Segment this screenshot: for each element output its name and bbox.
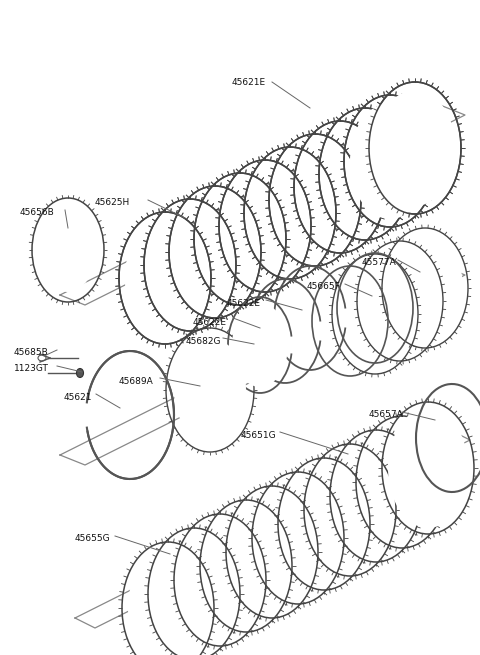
Ellipse shape <box>337 260 413 368</box>
Text: 45622E: 45622E <box>227 299 261 308</box>
Ellipse shape <box>341 258 409 358</box>
Text: 45625H: 45625H <box>95 198 130 207</box>
Ellipse shape <box>325 116 405 232</box>
Ellipse shape <box>200 181 280 297</box>
Ellipse shape <box>175 194 255 310</box>
Ellipse shape <box>375 90 455 206</box>
Ellipse shape <box>258 478 338 598</box>
Ellipse shape <box>125 220 205 336</box>
Ellipse shape <box>336 436 416 556</box>
Text: 45577A: 45577A <box>362 258 397 267</box>
Text: 45665F: 45665F <box>307 282 341 291</box>
Ellipse shape <box>232 492 312 612</box>
Ellipse shape <box>40 208 96 292</box>
Text: 45682G: 45682G <box>186 337 221 346</box>
Ellipse shape <box>128 548 208 655</box>
Ellipse shape <box>284 464 364 584</box>
Ellipse shape <box>154 534 234 654</box>
Ellipse shape <box>310 450 390 570</box>
Ellipse shape <box>350 103 430 219</box>
Ellipse shape <box>350 103 430 219</box>
Ellipse shape <box>175 194 255 310</box>
Ellipse shape <box>300 129 380 245</box>
Ellipse shape <box>225 168 305 284</box>
Ellipse shape <box>180 520 260 640</box>
Text: 45651G: 45651G <box>241 431 276 440</box>
Ellipse shape <box>387 234 463 342</box>
Ellipse shape <box>362 422 442 542</box>
Text: 45689A: 45689A <box>119 377 154 386</box>
Text: 45655G: 45655G <box>75 534 110 543</box>
Ellipse shape <box>250 155 330 271</box>
Text: 45622E: 45622E <box>193 318 227 327</box>
Ellipse shape <box>250 155 330 271</box>
Ellipse shape <box>300 129 380 245</box>
Text: 45656B: 45656B <box>20 208 55 217</box>
Ellipse shape <box>150 207 230 323</box>
Ellipse shape <box>200 181 280 297</box>
Ellipse shape <box>316 271 384 371</box>
Ellipse shape <box>150 207 230 323</box>
Text: 45657A: 45657A <box>369 410 404 419</box>
Ellipse shape <box>375 90 455 206</box>
Ellipse shape <box>174 338 246 442</box>
Ellipse shape <box>275 142 355 258</box>
Ellipse shape <box>388 408 468 528</box>
Ellipse shape <box>76 369 84 377</box>
Text: 1123GT: 1123GT <box>14 364 49 373</box>
Ellipse shape <box>225 168 305 284</box>
Text: 45621E: 45621E <box>232 78 266 87</box>
Ellipse shape <box>253 281 317 381</box>
Ellipse shape <box>278 268 342 368</box>
Ellipse shape <box>125 220 205 336</box>
Ellipse shape <box>275 142 355 258</box>
Text: 45685B: 45685B <box>14 348 49 357</box>
Text: 45621: 45621 <box>64 393 93 402</box>
Ellipse shape <box>206 506 286 626</box>
Ellipse shape <box>232 303 288 387</box>
Ellipse shape <box>362 247 438 355</box>
Ellipse shape <box>325 116 405 232</box>
